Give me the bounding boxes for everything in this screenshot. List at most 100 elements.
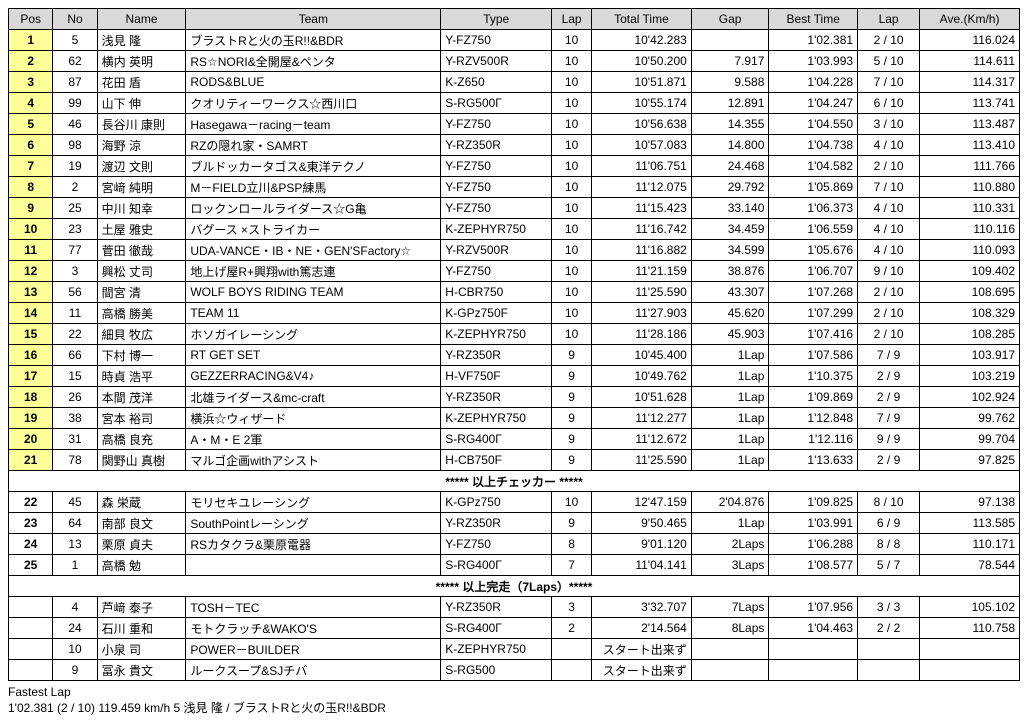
cell-lap: 10 <box>552 156 592 177</box>
table-row: 546長谷川 康則Hasegawa－racing－teamY-FZ7501010… <box>9 114 1020 135</box>
cell-ave: 111.766 <box>920 156 1020 177</box>
cell-no: 9 <box>53 660 97 681</box>
cell-best <box>769 639 858 660</box>
cell-name: 高橋 勉 <box>97 555 186 576</box>
cell-gap: 1Lap <box>691 513 769 534</box>
cell-lap: 9 <box>552 513 592 534</box>
cell-gap: 38.876 <box>691 261 769 282</box>
cell-bestlap: 4 / 10 <box>858 219 920 240</box>
cell-name: 時貞 浩平 <box>97 366 186 387</box>
cell-name: 土屋 雅史 <box>97 219 186 240</box>
cell-pos: 9 <box>9 198 53 219</box>
cell-total: 3'32.707 <box>592 597 692 618</box>
cell-total: 11'16.882 <box>592 240 692 261</box>
table-row: 1522細貝 牧広ホソガイレーシングK-ZEPHYR7501011'28.186… <box>9 324 1020 345</box>
cell-ave: 105.102 <box>920 597 1020 618</box>
cell-gap: 24.468 <box>691 156 769 177</box>
cell-no: 23 <box>53 219 97 240</box>
cell-team: ロックンロールライダース☆G亀 <box>186 198 441 219</box>
cell-gap: 9.588 <box>691 72 769 93</box>
cell-bestlap <box>858 639 920 660</box>
cell-type: Y-FZ750 <box>441 261 552 282</box>
cell-lap: 10 <box>552 51 592 72</box>
cell-bestlap: 2 / 9 <box>858 366 920 387</box>
cell-ave: 78.544 <box>920 555 1020 576</box>
cell-best: 1'04.463 <box>769 618 858 639</box>
cell-no: 5 <box>53 30 97 51</box>
cell-total: 10'56.638 <box>592 114 692 135</box>
cell-no: 3 <box>53 261 97 282</box>
cell-total: 10'55.174 <box>592 93 692 114</box>
cell-total: 9'50.465 <box>592 513 692 534</box>
cell-no: 45 <box>53 492 97 513</box>
cell-total: 10'42.283 <box>592 30 692 51</box>
cell-total: 11'12.672 <box>592 429 692 450</box>
cell-lap: 10 <box>552 72 592 93</box>
cell-gap: 14.800 <box>691 135 769 156</box>
cell-no: 26 <box>53 387 97 408</box>
col-pos: Pos <box>9 9 53 30</box>
table-row: 1023土屋 雅史バグース ×ストライカーK-ZEPHYR7501011'16.… <box>9 219 1020 240</box>
cell-lap: 9 <box>552 345 592 366</box>
cell-team: Hasegawa－racing－team <box>186 114 441 135</box>
cell-name: 浅見 隆 <box>97 30 186 51</box>
cell-name: 高橋 良充 <box>97 429 186 450</box>
cell-no: 11 <box>53 303 97 324</box>
cell-team: ブラストRと火の玉R!!&BDR <box>186 30 441 51</box>
cell-total: 10'57.083 <box>592 135 692 156</box>
table-row: 2413栗原 貞夫RSカタクラ&栗原電器Y-FZ75089'01.1202Lap… <box>9 534 1020 555</box>
cell-lap: 10 <box>552 135 592 156</box>
cell-best: 1'02.381 <box>769 30 858 51</box>
cell-gap: 45.903 <box>691 324 769 345</box>
cell-ave: 113.585 <box>920 513 1020 534</box>
cell-no: 78 <box>53 450 97 471</box>
cell-type: Y-RZ350R <box>441 387 552 408</box>
cell-ave: 103.219 <box>920 366 1020 387</box>
cell-best: 1'06.373 <box>769 198 858 219</box>
cell-total: 10'51.871 <box>592 72 692 93</box>
cell-best: 1'07.299 <box>769 303 858 324</box>
cell-lap: 10 <box>552 93 592 114</box>
cell-best: 1'07.416 <box>769 324 858 345</box>
cell-best: 1'09.869 <box>769 387 858 408</box>
cell-ave: 110.093 <box>920 240 1020 261</box>
col-lap2: Lap <box>858 9 920 30</box>
cell-pos: 3 <box>9 72 53 93</box>
cell-no: 31 <box>53 429 97 450</box>
cell-total: 11'25.590 <box>592 282 692 303</box>
cell-lap <box>552 639 592 660</box>
cell-type: K-ZEPHYR750 <box>441 408 552 429</box>
cell-best: 1'05.869 <box>769 177 858 198</box>
cell-pos: 21 <box>9 450 53 471</box>
table-row: 4芦﨑 泰子TOSH－TECY-RZ350R33'32.7077Laps1'07… <box>9 597 1020 618</box>
cell-team: ルークスープ&SJチバ <box>186 660 441 681</box>
cell-gap: 1Lap <box>691 345 769 366</box>
cell-type: S-RG500Γ <box>441 93 552 114</box>
cell-bestlap: 4 / 10 <box>858 240 920 261</box>
cell-pos: 23 <box>9 513 53 534</box>
col-best: Best Time <box>769 9 858 30</box>
cell-gap: 2Laps <box>691 534 769 555</box>
table-row: 251高橋 勉S-RG400Γ711'04.1413Laps1'08.5775 … <box>9 555 1020 576</box>
cell-total: 9'01.120 <box>592 534 692 555</box>
cell-lap: 10 <box>552 198 592 219</box>
cell-type: K-ZEPHYR750 <box>441 324 552 345</box>
table-row: 9冨永 貴文ルークスープ&SJチバS-RG500スタート出来ず <box>9 660 1020 681</box>
cell-bestlap: 5 / 10 <box>858 51 920 72</box>
cell-team: バグース ×ストライカー <box>186 219 441 240</box>
cell-name: 菅田 徹哉 <box>97 240 186 261</box>
cell-pos <box>9 660 53 681</box>
cell-lap: 9 <box>552 366 592 387</box>
cell-type: Y-RZ350R <box>441 513 552 534</box>
table-row: 698海野 涼RZの隠れ家・SAMRTY-RZ350R1010'57.08314… <box>9 135 1020 156</box>
cell-total: 11'04.141 <box>592 555 692 576</box>
cell-name: 本間 茂洋 <box>97 387 186 408</box>
cell-no: 10 <box>53 639 97 660</box>
cell-lap: 9 <box>552 387 592 408</box>
cell-bestlap: 4 / 10 <box>858 135 920 156</box>
table-row: 123興松 丈司地上げ屋R+興翔with篤志連Y-FZ7501011'21.15… <box>9 261 1020 282</box>
cell-team: UDA-VANCE・IB・NE・GEN'SFactory☆ <box>186 240 441 261</box>
cell-gap: 34.599 <box>691 240 769 261</box>
table-row: 2364南部 良文SouthPointレーシングY-RZ350R99'50.46… <box>9 513 1020 534</box>
cell-no: 38 <box>53 408 97 429</box>
